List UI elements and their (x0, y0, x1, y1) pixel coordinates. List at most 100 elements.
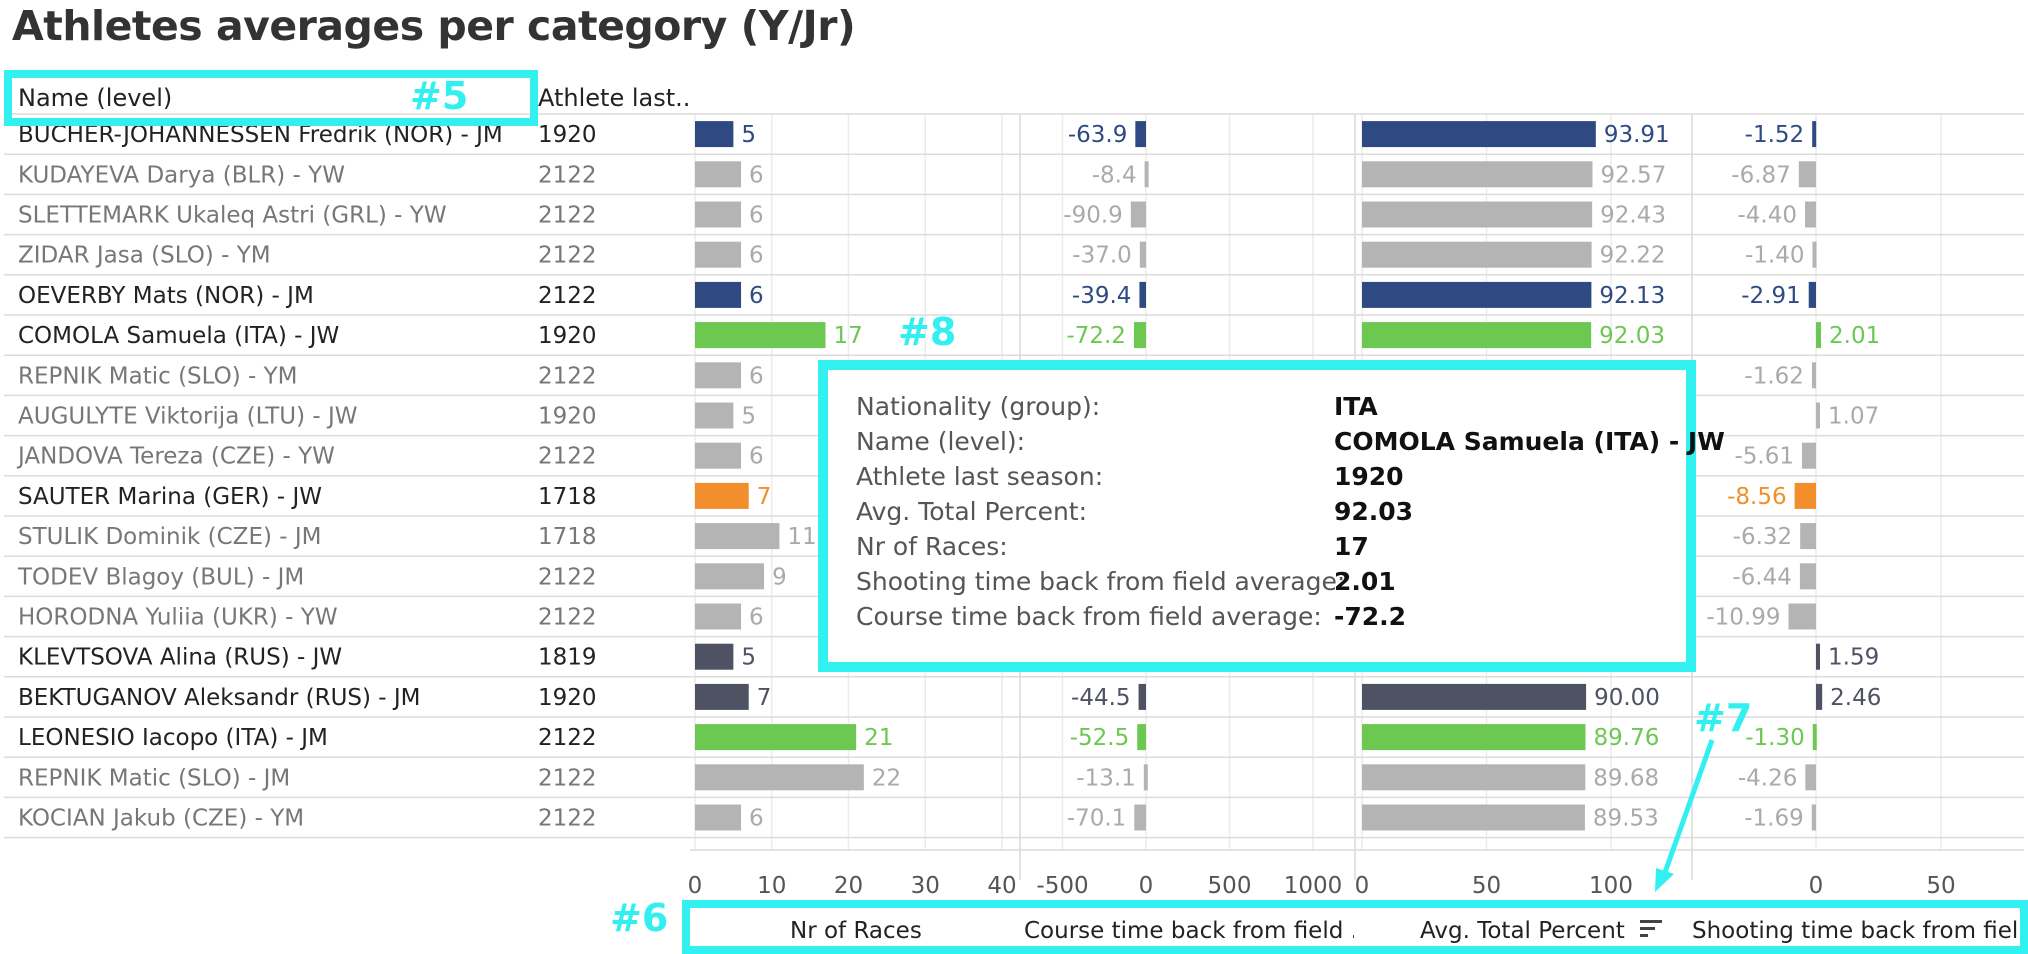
name-column-header[interactable]: Name (level) (18, 84, 173, 112)
row-season: 1718 (538, 524, 597, 550)
table-row[interactable]: KLEVTSOVA Alina (RUS) - JW 1819 5 1.59 (18, 643, 1879, 671)
table-row[interactable]: COMOLA Samuela (ITA) - JW 1920 17 -72.2 92.0… (18, 322, 1880, 349)
table-row[interactable]: BUCHER-JOHANNESSEN Fredrik (NOR) - JM 192… (18, 121, 1817, 148)
bar-races[interactable] (695, 482, 749, 509)
bar-races[interactable] (695, 523, 780, 550)
table-row[interactable]: REPNIK Matic (SLO) - YM 2122 6 -1.62 (18, 362, 1816, 389)
table-row[interactable]: SAUTER Marina (GER) - JW 1718 7 -8.56 (18, 482, 1816, 510)
bar-course[interactable] (1139, 241, 1146, 268)
bar-races[interactable] (695, 724, 857, 751)
row-season: 1920 (538, 685, 597, 711)
bar-races[interactable] (695, 322, 826, 349)
bar-races[interactable] (695, 442, 742, 469)
table-row[interactable]: JANDOVA Tereza (CZE) - YW 2122 6 -5.61 (16, 442, 1816, 470)
bar-course[interactable] (1144, 161, 1149, 188)
season-column-header[interactable]: Athlete last.. (538, 84, 691, 112)
bar-shoot[interactable] (1799, 563, 1816, 590)
table-row[interactable]: SLETTEMARK Ukaleq Astri (GRL) - YW 2122 6 -… (18, 201, 1816, 229)
bar-course[interactable] (1130, 201, 1146, 228)
bar-races[interactable] (695, 281, 742, 308)
bar-shoot[interactable] (1812, 241, 1817, 268)
bar-shoot[interactable] (1811, 804, 1816, 831)
bar-avg[interactable] (1362, 201, 1593, 228)
bar-shoot[interactable] (1816, 683, 1823, 710)
row-season: 2122 (538, 283, 597, 309)
table-row[interactable]: BEKTUGANOV Aleksandr (RUS) - JM 1920 7 -44.… (18, 683, 1881, 711)
bar-shoot[interactable] (1812, 724, 1817, 751)
value-label-avg: 92.13 (1599, 283, 1665, 309)
bar-races[interactable] (695, 563, 765, 590)
bar-avg[interactable] (1362, 683, 1587, 710)
bar-races[interactable] (695, 804, 742, 831)
bar-races[interactable] (695, 161, 742, 188)
table-row[interactable]: STULIK Dominik (CZE) - JM 1718 11 -6.32 (18, 523, 1816, 550)
tooltip-row: Course time back from field average: -72.… (856, 600, 1406, 634)
sort-icon[interactable] (1640, 920, 1662, 940)
value-label-shoot: -10.99 (1706, 605, 1780, 631)
value-label-races: 6 (749, 162, 764, 188)
bar-course[interactable] (1139, 281, 1146, 308)
value-label-shoot: -1.40 (1745, 243, 1805, 269)
bar-shoot[interactable] (1816, 643, 1820, 670)
bar-shoot[interactable] (1805, 764, 1816, 791)
table-row[interactable]: LEONESIO Iacopo (ITA) - JM 2122 21 -52.5 89.… (18, 724, 1817, 751)
table-row[interactable]: ZIDAR Jasa (SLO) - YM 2122 6 -37.0 92.22 -1.4… (18, 241, 1817, 269)
footer-label-shoot[interactable]: Shooting time back from fiel.. (1692, 918, 2022, 944)
table-row[interactable]: KOCIAN Jakub (CZE) - YM 2122 6 -70.1 89.53 -1… (18, 804, 1816, 832)
footer-label-course[interactable]: Course time back from field .. (1024, 918, 1354, 944)
tick-label-course: 1000 (1284, 873, 1343, 899)
bar-shoot[interactable] (1811, 362, 1816, 389)
bar-races[interactable] (695, 402, 734, 429)
bar-avg[interactable] (1362, 764, 1586, 791)
bar-shoot[interactable] (1801, 442, 1816, 469)
tooltip-value: 17 (1334, 532, 1369, 561)
bar-shoot[interactable] (1798, 161, 1816, 188)
bar-shoot[interactable] (1816, 402, 1820, 429)
annotation-5: #5 (410, 74, 469, 118)
bar-course[interactable] (1143, 764, 1148, 791)
table-row[interactable]: KUDAYEVA Darya (BLR) - YW 2122 6 -8.4 92.57 -… (18, 161, 1816, 188)
tooltip-row: Nationality (group): ITA (856, 390, 1378, 424)
footer-label-avg[interactable]: Avg. Total Percent (1420, 918, 1625, 944)
bar-avg[interactable] (1362, 121, 1596, 148)
table-row[interactable]: TODEV Blagoy (BUL) - JM 2122 9 -6.44 (17, 563, 1816, 590)
bar-course[interactable] (1134, 804, 1146, 831)
bar-avg[interactable] (1362, 241, 1592, 268)
bar-avg[interactable] (1362, 804, 1585, 831)
bar-races[interactable] (695, 683, 749, 710)
value-label-avg: 89.76 (1594, 725, 1660, 751)
tick-label-races: 40 (987, 873, 1016, 899)
tooltip-value: 2.01 (1334, 567, 1396, 596)
bar-avg[interactable] (1362, 161, 1593, 188)
bar-races[interactable] (695, 201, 742, 228)
bar-shoot[interactable] (1805, 201, 1816, 228)
bar-avg[interactable] (1362, 281, 1592, 308)
bar-shoot[interactable] (1816, 322, 1822, 349)
bar-shoot[interactable] (1800, 523, 1816, 550)
bar-races[interactable] (695, 764, 864, 791)
bar-shoot[interactable] (1794, 482, 1816, 509)
bar-course[interactable] (1137, 724, 1146, 751)
tick-label-races: 0 (688, 873, 703, 899)
bar-avg[interactable] (1362, 724, 1586, 751)
bar-races[interactable] (695, 241, 742, 268)
value-label-races: 6 (749, 806, 764, 832)
bar-course[interactable] (1133, 322, 1146, 349)
bar-shoot[interactable] (1812, 121, 1817, 148)
table-row[interactable]: REPNIK Matic (SLO) - JM 2122 22 -13.1 89.68 -… (18, 764, 1816, 791)
bar-races[interactable] (695, 643, 734, 670)
bar-races[interactable] (695, 603, 742, 630)
bar-course[interactable] (1135, 121, 1146, 148)
table-row[interactable]: AUGULYTE Viktorija (LTU) - JW 1920 5 1.07 (18, 402, 1879, 430)
bar-avg[interactable] (1362, 322, 1592, 349)
bar-races[interactable] (695, 362, 742, 389)
table-row[interactable]: HORODNA Yuliia (UKR) - YW 2122 6 -10.99 (18, 603, 1816, 631)
value-label-races: 6 (749, 605, 764, 631)
bar-shoot[interactable] (1788, 603, 1816, 630)
tooltip-label: Avg. Total Percent: (856, 497, 1088, 526)
table-row[interactable]: OEVERBY Mats (NOR) - JM 2122 6 -39.4 92.13 -2… (18, 281, 1816, 309)
footer-label-races[interactable]: Nr of Races (790, 918, 922, 944)
bar-shoot[interactable] (1808, 281, 1816, 308)
bar-races[interactable] (695, 121, 734, 148)
bar-course[interactable] (1138, 683, 1146, 710)
